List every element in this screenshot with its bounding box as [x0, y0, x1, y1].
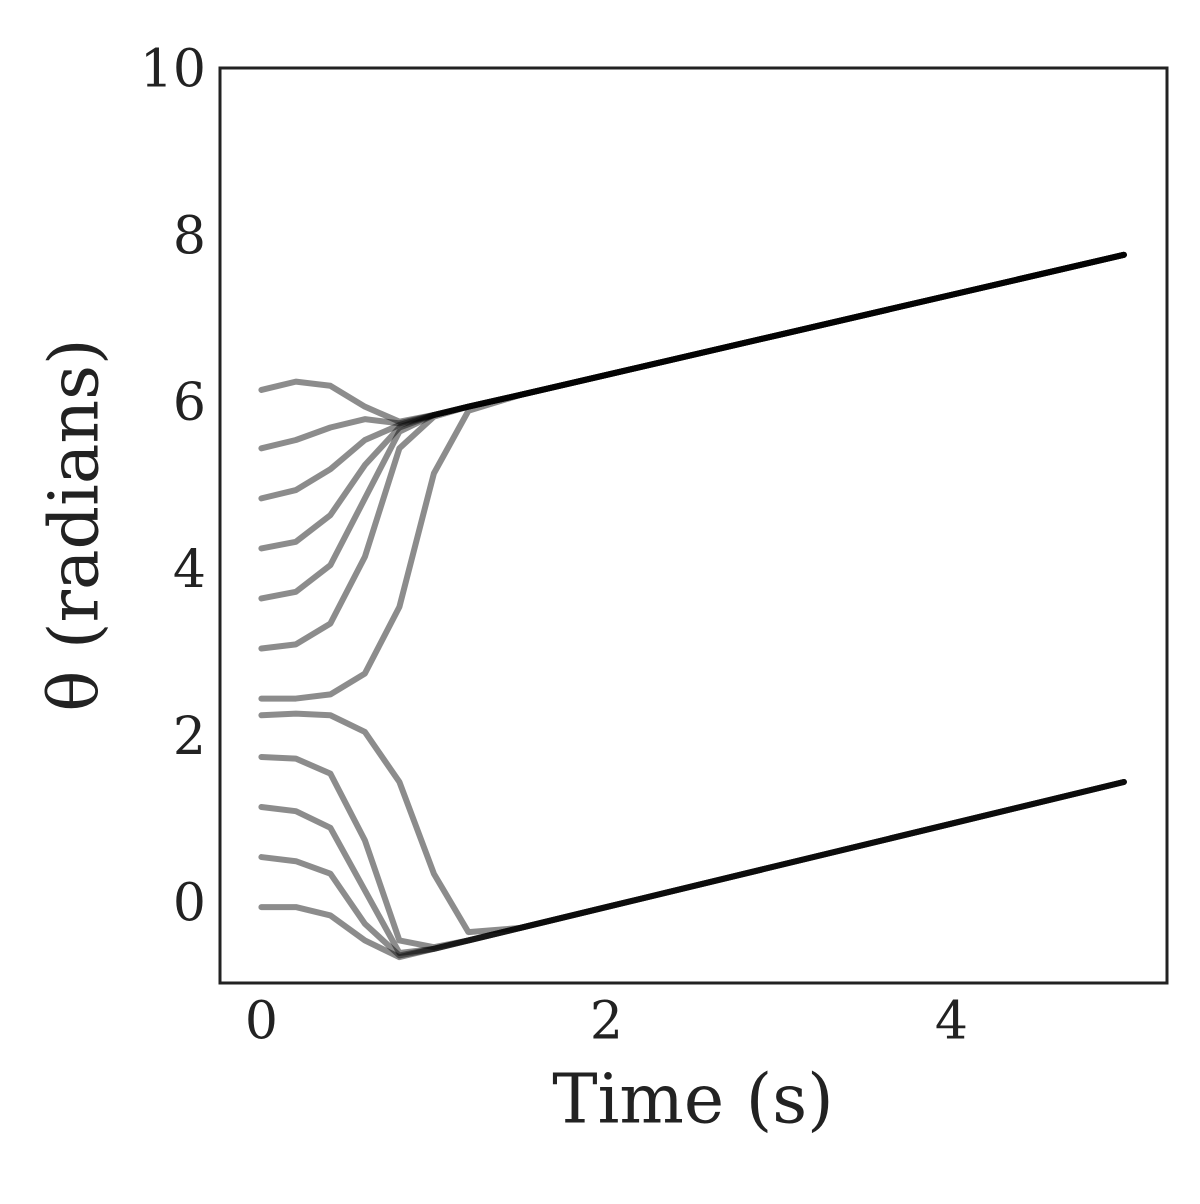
y-tick-label: 6 — [173, 373, 206, 433]
trajectory-line — [258, 753, 1127, 951]
trajectory-line — [258, 251, 1127, 452]
trajectory-line — [258, 778, 1127, 961]
trajectory-line — [258, 251, 1127, 502]
y-axis-label: θ (radians) — [36, 338, 115, 711]
x-tick-label: 2 — [590, 992, 623, 1052]
trajectory-line — [258, 251, 1127, 602]
trajectory-line — [258, 778, 1127, 959]
y-tick-label: 8 — [173, 206, 206, 266]
trajectory-line — [258, 251, 1127, 552]
trajectory-line — [258, 251, 1127, 652]
y-tick-label: 0 — [173, 874, 206, 934]
plot-frame — [218, 66, 1169, 985]
trajectory-line — [258, 710, 1127, 936]
y-tick-label: 4 — [173, 540, 206, 600]
y-tick-label: 2 — [173, 707, 206, 767]
trajectory-line — [258, 251, 1127, 702]
trajectory-line — [258, 251, 1127, 425]
x-tick-label: 4 — [935, 992, 968, 1052]
y-tick-label: 10 — [140, 40, 206, 100]
x-tick-label: 0 — [245, 992, 278, 1052]
x-axis-label: Time (s) — [552, 1061, 833, 1140]
trajectory-line — [258, 778, 1127, 956]
